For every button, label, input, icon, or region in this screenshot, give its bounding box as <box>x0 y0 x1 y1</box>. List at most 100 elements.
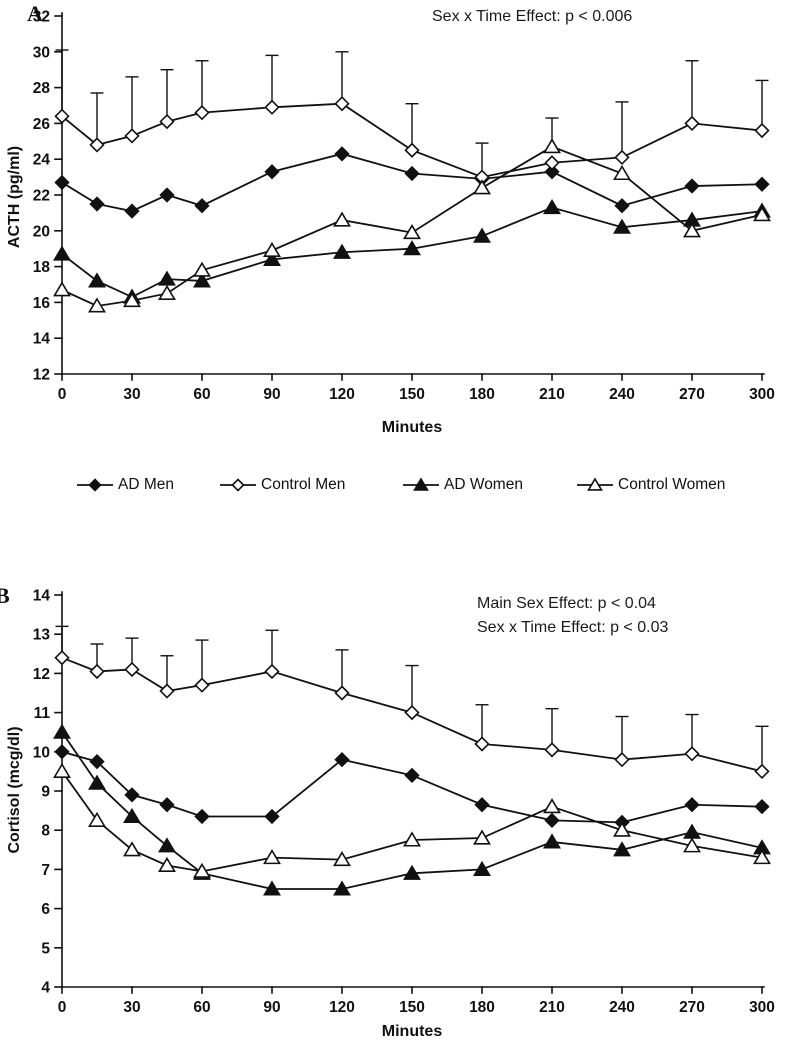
control-women-marker-icon <box>88 297 106 313</box>
legend-label: Control Women <box>618 476 726 493</box>
legend: AD Men Control Men AD Women Control Women <box>0 474 788 502</box>
control-women-marker-icon <box>193 862 211 878</box>
control-men-marker-icon <box>54 650 70 666</box>
ad-men-marker-icon <box>89 753 105 770</box>
x-tick-label: 0 <box>58 386 67 403</box>
control-women-marker-icon <box>473 829 491 845</box>
ad-women-marker-icon <box>473 860 491 876</box>
control-women-marker-icon <box>193 261 211 277</box>
control-men-marker-icon <box>404 142 420 158</box>
y-tick-label: 12 <box>33 367 50 384</box>
ad-men-marker-icon <box>124 787 140 803</box>
axis-spines <box>61 591 765 988</box>
ad-men-marker-icon <box>194 808 210 825</box>
y-tick-label: 18 <box>33 259 51 276</box>
y-tick-label: 4 <box>41 980 50 997</box>
control-women-marker-icon <box>403 831 421 847</box>
control-men-marker-icon <box>544 742 560 758</box>
panel-b-stat-annotation-2: Sex x Time Effect: p < 0.03 <box>477 619 669 636</box>
control-men-marker-icon <box>684 746 700 762</box>
y-tick-label: 30 <box>33 44 50 61</box>
control-men-legend-marker-icon <box>220 478 256 492</box>
control-men-marker-icon <box>264 99 280 115</box>
control-women-marker-icon <box>88 811 106 827</box>
control-women-legend-marker-icon <box>577 477 613 491</box>
control-men-marker-icon <box>89 663 105 680</box>
series-line-control-women <box>61 770 763 873</box>
ad-women-marker-icon <box>473 227 491 243</box>
y-tick-label: 10 <box>33 744 50 761</box>
ad-women-marker-icon <box>613 841 631 857</box>
ad-women-marker-icon <box>543 833 561 849</box>
ad-women-marker-icon <box>333 243 351 259</box>
x-tick-label: 120 <box>329 386 355 403</box>
x-tick-label: 300 <box>749 999 775 1016</box>
ad-women-marker-icon <box>683 823 701 839</box>
ad-men-marker-icon <box>754 176 770 192</box>
legend-label: AD Men <box>118 476 174 493</box>
ad-women-marker-icon <box>263 250 281 266</box>
control-women-marker-icon <box>683 222 701 238</box>
ad-men-marker-icon <box>544 812 560 829</box>
cortisol-chart: 4 5 6 7 8 9 10 11 12 13 14 0 30 60 90 120 150 180 210 240 27… <box>33 588 775 1017</box>
control-men-marker-icon <box>124 661 140 678</box>
ad-men-marker-icon <box>54 744 70 760</box>
legend-item-ad-men: AD Men <box>76 474 174 496</box>
y-tick-label: 26 <box>33 116 51 133</box>
ad-women-marker-icon <box>543 198 561 215</box>
minutes-axis-label-b: Minutes <box>381 1023 443 1040</box>
x-tick-label: 270 <box>679 386 705 403</box>
control-women-marker-icon <box>333 851 351 867</box>
y-tick-label: 6 <box>41 901 50 918</box>
ad-women-marker-icon <box>123 807 141 824</box>
ad-men-marker-icon <box>159 797 175 813</box>
x-tick-label: 210 <box>539 386 565 403</box>
control-men-marker-icon <box>54 108 70 124</box>
y-tick-label: 22 <box>33 188 50 205</box>
control-women-marker-icon <box>613 164 631 181</box>
ad-women-marker-icon <box>88 774 106 790</box>
control-men-marker-icon <box>194 105 210 121</box>
x-tick-label: 60 <box>193 999 210 1016</box>
control-men-marker-icon <box>754 763 770 780</box>
x-tick-label: 300 <box>749 386 775 403</box>
control-women-marker-icon <box>263 241 281 258</box>
legend-label: AD Women <box>444 476 523 493</box>
control-men-marker-icon <box>159 683 175 699</box>
panel-b-label: B <box>0 583 10 608</box>
ad-men-marker-icon <box>544 164 560 180</box>
y-tick-label: 11 <box>34 705 51 722</box>
ad-women-marker-icon <box>263 880 281 896</box>
x-tick-label: 0 <box>58 999 67 1016</box>
x-tick-label: 120 <box>329 999 355 1016</box>
ad-women-marker-icon <box>88 272 106 288</box>
control-women-marker-icon <box>263 849 281 865</box>
control-men-marker-icon <box>404 704 420 721</box>
ad-men-marker-icon <box>264 164 280 180</box>
control-women-marker-icon <box>158 284 176 300</box>
ad-women-marker-icon <box>403 240 421 256</box>
control-women-marker-icon <box>333 211 351 227</box>
y-tick-label: 32 <box>33 9 50 26</box>
x-tick-label: 270 <box>679 999 705 1016</box>
control-women-marker-icon <box>753 206 771 222</box>
y-tick-label: 14 <box>33 331 51 348</box>
y-tick-label: 14 <box>33 588 51 605</box>
control-women-marker-icon <box>53 762 71 778</box>
ad-men-marker-icon <box>124 203 140 219</box>
control-women-marker-icon <box>123 841 141 857</box>
ad-women-legend-marker-icon <box>403 477 439 491</box>
control-women-marker-icon <box>158 856 176 873</box>
y-tick-label: 24 <box>33 152 51 169</box>
ad-women-marker-icon <box>158 837 176 853</box>
y-tick-label: 9 <box>41 784 50 801</box>
legend-item-ad-women: AD Women <box>402 474 523 496</box>
legend-item-control-women: Control Women <box>576 474 725 496</box>
control-men-marker-icon <box>474 736 490 752</box>
ad-women-marker-icon <box>53 723 71 739</box>
panel-b-stat-annotation-1: Main Sex Effect: p < 0.04 <box>477 595 656 612</box>
ad-men-marker-icon <box>404 165 420 182</box>
ad-men-marker-icon <box>684 797 700 813</box>
x-tick-label: 30 <box>123 386 140 403</box>
